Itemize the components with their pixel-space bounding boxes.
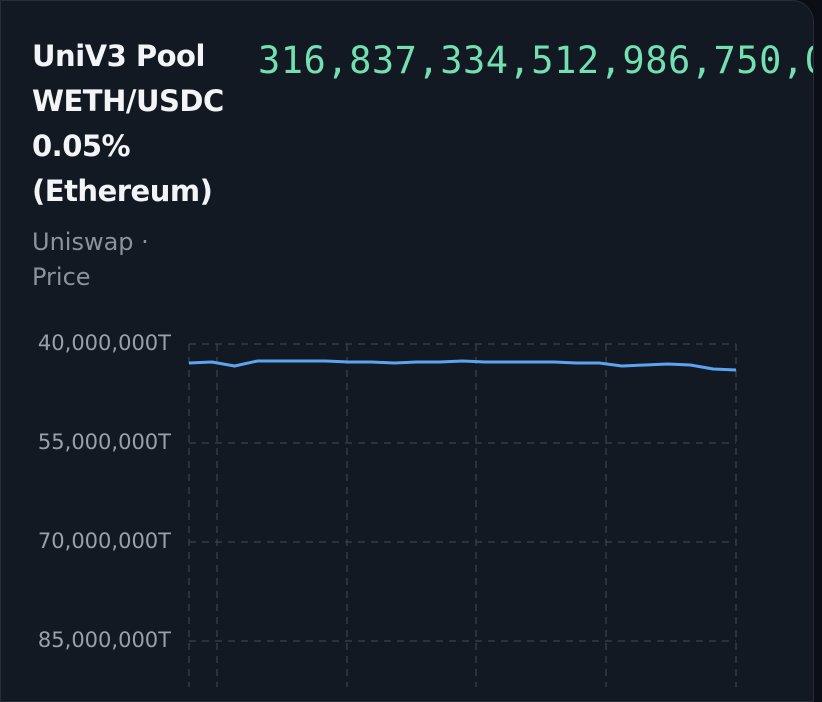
subtitle: Uniswap · bbox=[32, 228, 149, 256]
subtitle: Price bbox=[32, 263, 91, 291]
y-tick-label: 85,000,000T bbox=[38, 628, 171, 652]
title: (Ethereum) bbox=[32, 174, 213, 208]
chart: 40,000,000T 55,000,000T 70,000,000T 85,000,… bbox=[38, 331, 737, 687]
title: UniV3 Pool bbox=[32, 39, 205, 73]
price-line bbox=[188, 359, 737, 372]
y-tick-label: 55,000,000T bbox=[38, 430, 171, 454]
big-value: 316,837,334,512,986,750,0 bbox=[258, 39, 814, 82]
title: 0.05% bbox=[32, 129, 131, 163]
title: WETH/USDC bbox=[32, 84, 224, 118]
y-tick-label: 40,000,000T bbox=[38, 331, 171, 355]
y-tick-label: 70,000,000T bbox=[38, 529, 171, 553]
